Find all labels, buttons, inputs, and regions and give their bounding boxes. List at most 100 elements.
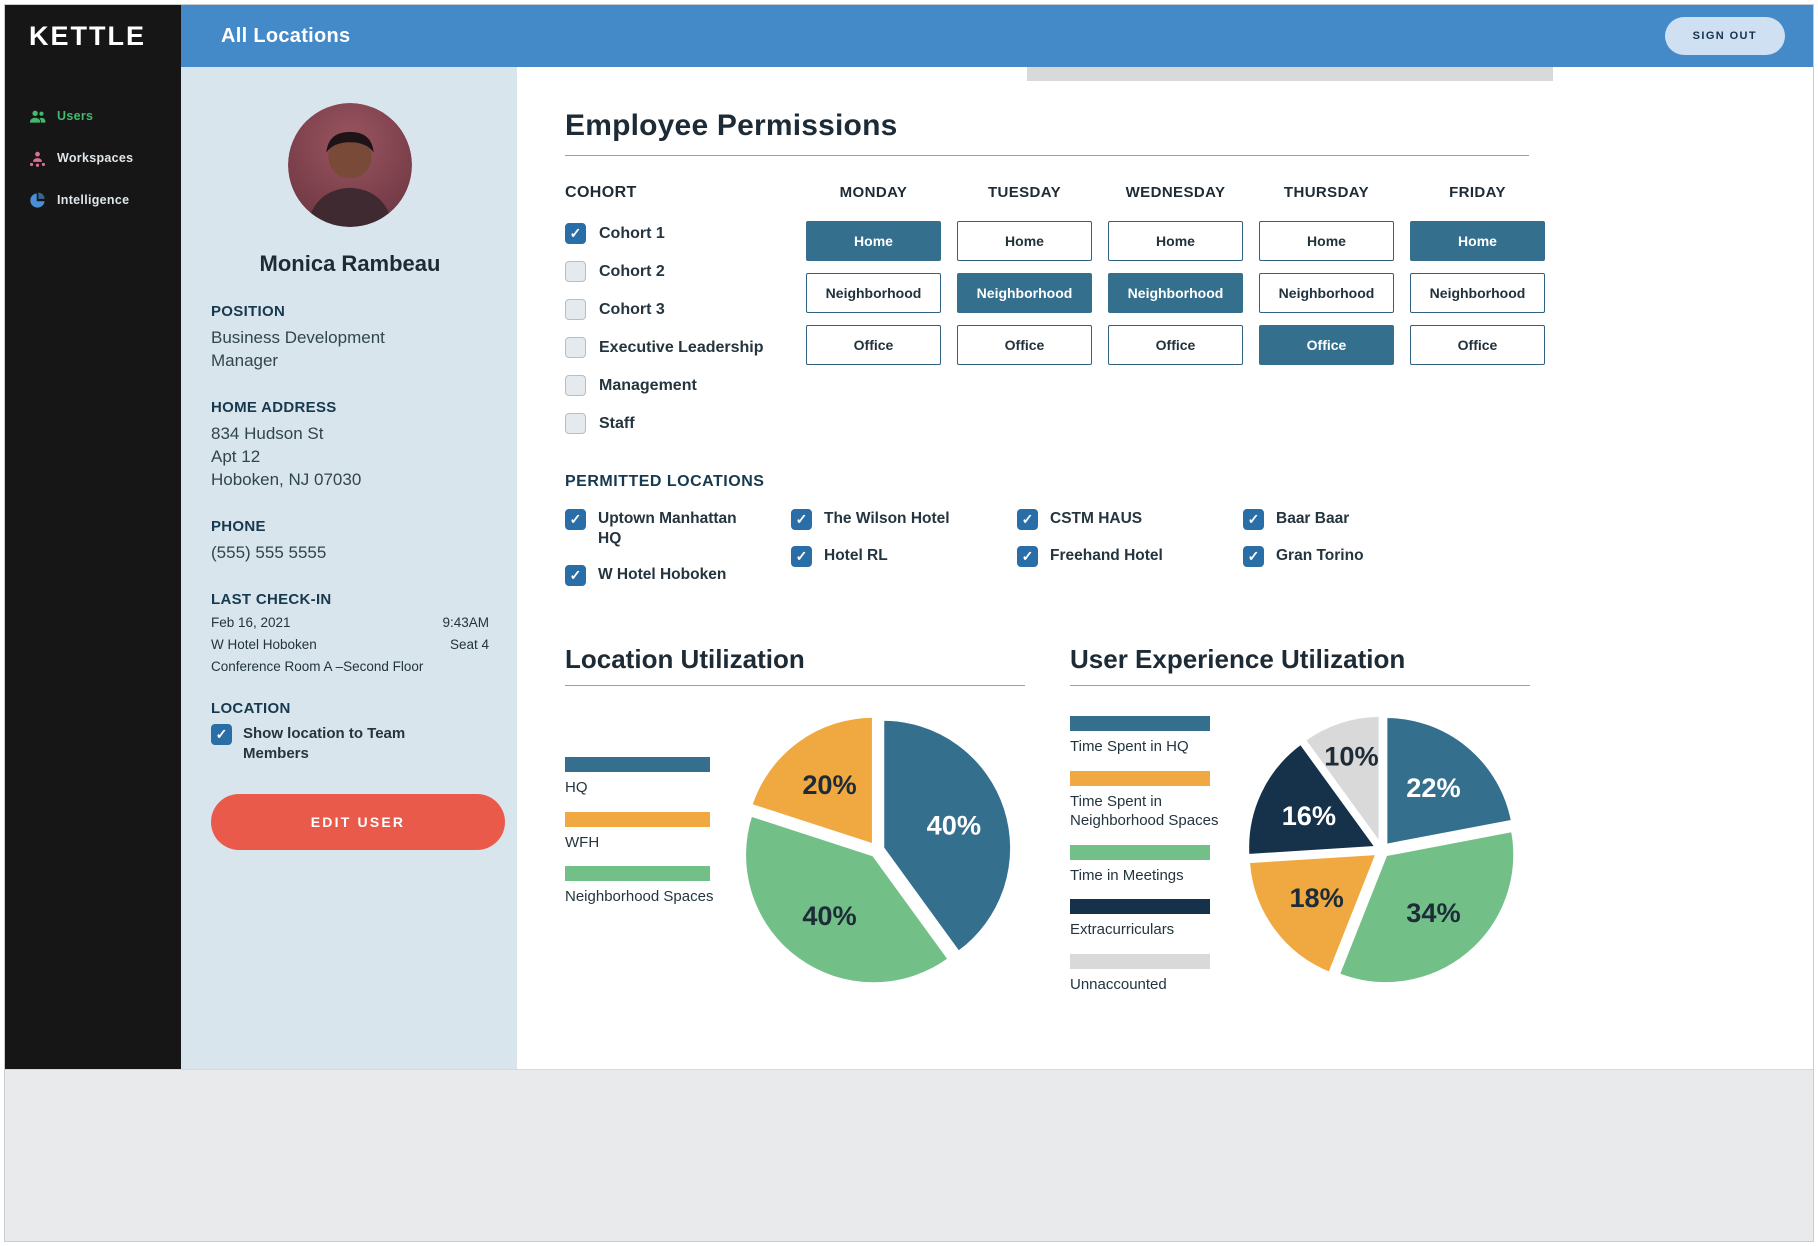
- sidebar-nav: Users Workspaces Intelligence: [5, 67, 181, 221]
- day-option-button[interactable]: Neighborhood: [1410, 273, 1545, 313]
- show-location-row[interactable]: ✓ Show location to Team Members: [211, 723, 489, 765]
- sidebar-item-label: Users: [57, 109, 94, 123]
- checkbox[interactable]: [565, 337, 586, 358]
- day-option-button[interactable]: Home: [1108, 221, 1243, 261]
- day-option-button[interactable]: Office: [957, 325, 1092, 365]
- location-option-label: CSTM HAUS: [1050, 510, 1143, 527]
- cohort-options: ✓ Cohort 1 Cohort 2 Cohort 3 Executive Leade…: [565, 223, 790, 434]
- location-option[interactable]: ✓ Uptown Manhattan HQ: [565, 509, 791, 549]
- divider: [1070, 685, 1530, 687]
- sidebar-item-workspaces[interactable]: Workspaces: [5, 137, 181, 179]
- main-content: Employee Permissions COHORT ✓ Cohort 1 Coh…: [517, 67, 1813, 1069]
- checkbox[interactable]: [565, 299, 586, 320]
- checkbox[interactable]: ✓: [791, 509, 812, 530]
- legend-swatch: [565, 866, 710, 882]
- checkbox[interactable]: ✓: [1017, 546, 1038, 567]
- legend-item: Extracurriculars: [1070, 899, 1220, 940]
- day-option-button[interactable]: Office: [1410, 325, 1545, 365]
- permitted-locations-header: PERMITTED LOCATIONS: [565, 473, 765, 490]
- day-option-button[interactable]: Neighborhood: [1259, 273, 1394, 313]
- intelligence-icon: [27, 190, 47, 210]
- cohort-option-label: Cohort 3: [599, 300, 665, 318]
- day-option-button[interactable]: Neighborhood: [1108, 273, 1243, 313]
- day-option-button[interactable]: Office: [806, 325, 941, 365]
- cohort-option-label: Staff: [599, 414, 635, 432]
- location-option[interactable]: ✓ Hotel RL: [791, 546, 1017, 567]
- sidebar-item-intelligence[interactable]: Intelligence: [5, 179, 181, 221]
- location-option[interactable]: ✓ W Hotel Hoboken: [565, 565, 791, 587]
- day-option-button[interactable]: Home: [1259, 221, 1394, 261]
- day-option-button[interactable]: Office: [1108, 325, 1243, 365]
- legend-label: Time Spent in HQ: [1070, 738, 1189, 756]
- checkbox[interactable]: ✓: [1243, 546, 1264, 567]
- cohort-option[interactable]: Cohort 2: [565, 261, 790, 282]
- topbar: All Locations SIGN OUT: [181, 5, 1813, 67]
- pie-slice-label: 16%: [1282, 800, 1336, 831]
- cohort-option[interactable]: Management: [565, 375, 790, 396]
- checkbox[interactable]: [565, 261, 586, 282]
- location-option[interactable]: ✓ The Wilson Hotel: [791, 509, 1017, 530]
- avatar-image: [288, 103, 412, 227]
- checkbox[interactable]: [565, 375, 586, 396]
- pie-slice-label: 40%: [802, 900, 856, 931]
- day-option-button[interactable]: Home: [1410, 221, 1545, 261]
- location-option-label: Gran Torino: [1276, 547, 1364, 564]
- cohort-option[interactable]: ✓ Cohort 1: [565, 223, 790, 244]
- checkbox[interactable]: ✓: [791, 546, 812, 567]
- checkbox[interactable]: ✓: [565, 223, 586, 244]
- legend-swatch: [1070, 899, 1210, 915]
- sidebar-item-users[interactable]: Users: [5, 95, 181, 137]
- locations-column: ✓ Baar Baar ✓ Gran Torino: [1243, 509, 1469, 602]
- sign-out-button[interactable]: SIGN OUT: [1664, 17, 1785, 55]
- pie-slice: [881, 718, 1014, 955]
- day-option-button[interactable]: Neighborhood: [806, 273, 941, 313]
- day-option-button[interactable]: Office: [1259, 325, 1394, 365]
- cohort-option[interactable]: Executive Leadership: [565, 337, 790, 358]
- checkbox[interactable]: ✓: [565, 509, 586, 530]
- chart-block-0: Location Utilization HQ WFH Neighborhood S…: [565, 644, 1025, 1008]
- day-option-button[interactable]: Home: [806, 221, 941, 261]
- legend-label: HQ: [565, 779, 588, 797]
- chart-body: Time Spent in HQ Time Spent in Neighborho…: [1070, 702, 1530, 1008]
- cohort-option-label: Cohort 1: [599, 224, 665, 242]
- day-column-friday: FRIDAY Home Neighborhood Office: [1410, 184, 1545, 451]
- edit-user-button[interactable]: EDIT USER: [211, 794, 505, 851]
- divider: [565, 155, 1529, 156]
- users-icon: [27, 106, 47, 126]
- legend-item: Neighborhood Spaces: [565, 866, 715, 907]
- chart-block-1: User Experience Utilization Time Spent i…: [1070, 644, 1530, 1008]
- pie-slice: [1336, 829, 1517, 986]
- cohort-header: COHORT: [565, 184, 637, 201]
- locations-column: ✓ CSTM HAUS ✓ Freehand Hotel: [1017, 509, 1243, 602]
- location-option[interactable]: ✓ Freehand Hotel: [1017, 546, 1243, 567]
- checkbox[interactable]: ✓: [1017, 509, 1038, 530]
- checkbox[interactable]: [565, 413, 586, 434]
- profile-panel: Monica Rambeau POSITION Business Develop…: [181, 67, 517, 1069]
- day-option-button[interactable]: Home: [957, 221, 1092, 261]
- checkbox[interactable]: ✓: [1243, 509, 1264, 530]
- checkin-row: Feb 16, 2021 9:43AM: [211, 615, 489, 630]
- location-option-label: The Wilson Hotel: [824, 510, 950, 527]
- day-header: FRIDAY: [1449, 184, 1506, 201]
- day-option-button[interactable]: Neighborhood: [957, 273, 1092, 313]
- location-option[interactable]: ✓ Baar Baar: [1243, 509, 1469, 530]
- checkbox[interactable]: ✓: [565, 565, 586, 587]
- location-option[interactable]: ✓ Gran Torino: [1243, 546, 1469, 567]
- cohort-option[interactable]: Staff: [565, 413, 790, 434]
- location-option-label: Hotel RL: [824, 547, 888, 564]
- app-logo: KETTLE: [29, 21, 146, 51]
- pie-slice-label: 20%: [802, 769, 856, 800]
- phone-section: PHONE (555) 555 5555: [211, 518, 489, 565]
- location-option[interactable]: ✓ CSTM HAUS: [1017, 509, 1243, 530]
- home-address-section: HOME ADDRESS 834 Hudson St Apt 12 Hoboke…: [211, 399, 489, 492]
- home-address-label: HOME ADDRESS: [211, 398, 337, 416]
- location-option-label: W Hotel Hoboken: [598, 566, 727, 584]
- chart-body: HQ WFH Neighborhood Spaces 40% 40% 20%: [565, 702, 1025, 1001]
- pie-slice: [748, 714, 875, 848]
- last-checkin-section: LAST CHECK-IN Feb 16, 2021 9:43AM W Hote…: [211, 591, 489, 674]
- show-location-checkbox[interactable]: ✓: [211, 723, 232, 745]
- cohort-option[interactable]: Cohort 3: [565, 299, 790, 320]
- checkin-date: Feb 16, 2021: [211, 614, 291, 630]
- show-location-checkbox-label: Show location to Team Members: [243, 724, 406, 762]
- sidebar-item-label: Workspaces: [57, 151, 134, 165]
